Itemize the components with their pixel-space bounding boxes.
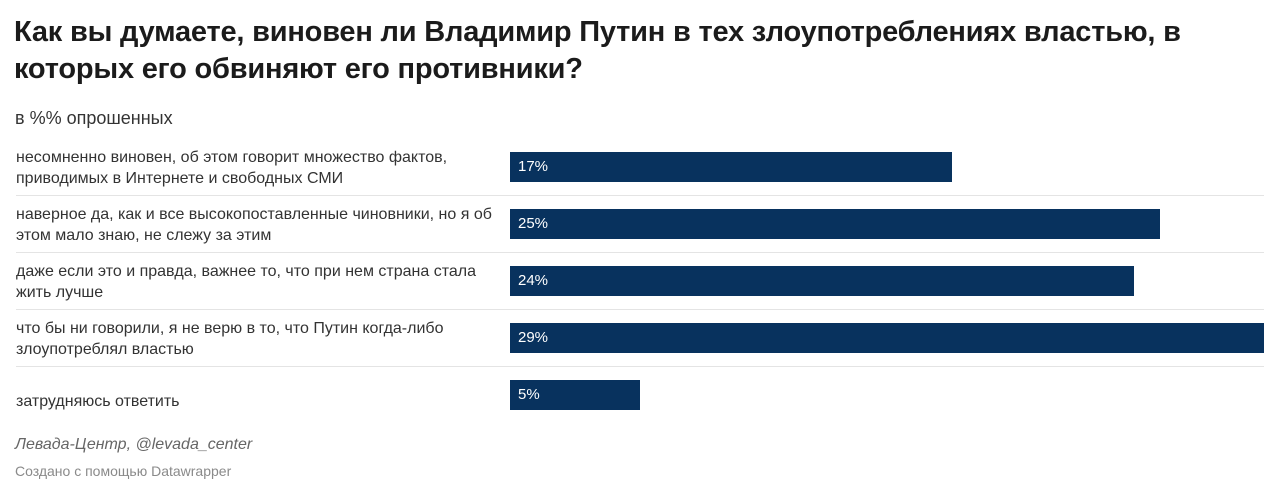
datawrapper-credit: Создано с помощью Datawrapper <box>15 463 232 479</box>
bar: 25% <box>510 209 1160 239</box>
bar-row: даже если это и правда, важнее то, что п… <box>0 259 1280 316</box>
source-note: Левада-Центр, @levada_center <box>15 436 253 453</box>
row-divider <box>16 195 1264 196</box>
bar-value-label: 17% <box>518 158 549 175</box>
bar-row: несомненно виновен, об этом говорит множ… <box>0 145 1280 202</box>
row-divider <box>16 252 1264 253</box>
bar-chart: несомненно виновен, об этом говорит множ… <box>0 145 1280 415</box>
bar: 17% <box>510 152 952 182</box>
bar: 5% <box>510 380 640 410</box>
row-divider <box>16 366 1264 367</box>
category-label: что бы ни говорили, я не верю в то, что … <box>16 320 444 358</box>
category-label: наверное да, как и все высокопоставленны… <box>16 206 492 244</box>
row-divider <box>16 309 1264 310</box>
chart-subtitle: в %% опрошенных <box>15 108 173 128</box>
bar-row: затрудняюсь ответить 5% <box>0 373 1280 430</box>
bar-value-label: 29% <box>518 329 549 346</box>
bar: 24% <box>510 266 1134 296</box>
bar: 29% <box>510 323 1264 353</box>
bar-value-label: 25% <box>518 215 549 232</box>
chart-title: Как вы думаете, виновен ли Владимир Пути… <box>14 16 1181 85</box>
bar-value-label: 5% <box>518 386 540 403</box>
category-label: несомненно виновен, об этом говорит множ… <box>16 149 448 187</box>
category-label: затрудняюсь ответить <box>16 393 180 410</box>
bar-value-label: 24% <box>518 272 549 289</box>
category-label: даже если это и правда, важнее то, что п… <box>16 263 476 301</box>
bar-row: наверное да, как и все высокопоставленны… <box>0 202 1280 259</box>
bar-row: что бы ни говорили, я не верю в то, что … <box>0 316 1280 373</box>
